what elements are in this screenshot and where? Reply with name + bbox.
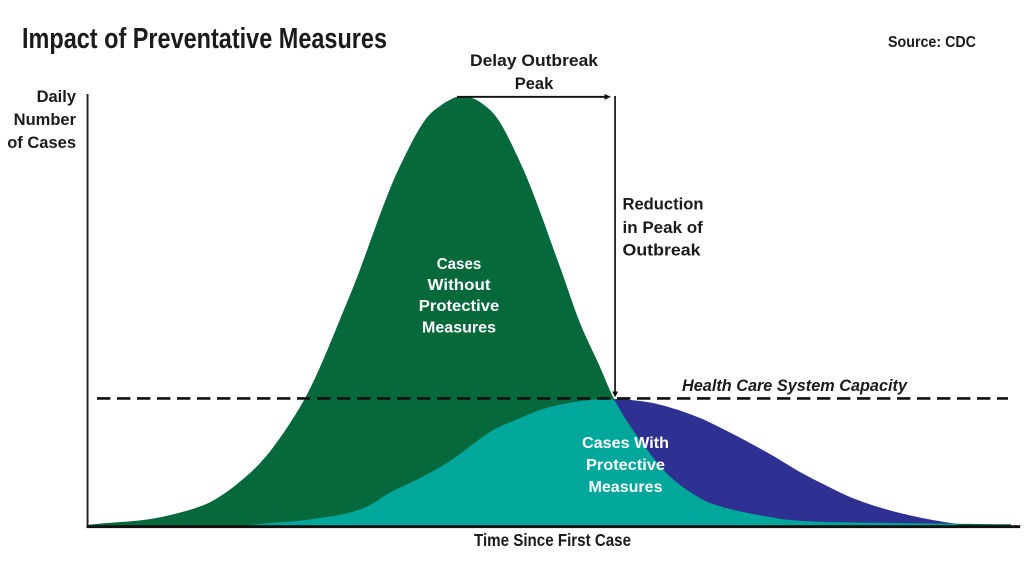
svg-text:Outbreak: Outbreak xyxy=(623,241,702,260)
svg-text:Measures: Measures xyxy=(589,479,663,496)
svg-text:Measures: Measures xyxy=(422,319,496,336)
svg-text:Number: Number xyxy=(14,111,77,129)
svg-text:Peak: Peak xyxy=(515,75,554,93)
svg-text:Protective: Protective xyxy=(419,298,500,315)
svg-text:of Cases: of Cases xyxy=(7,134,76,152)
svg-text:in Peak of: in Peak of xyxy=(623,218,704,237)
svg-text:Time Since First Case: Time Since First Case xyxy=(474,530,631,550)
svg-text:Delay Outbreak: Delay Outbreak xyxy=(470,52,599,70)
svg-text:Cases: Cases xyxy=(437,256,482,273)
svg-text:Protective: Protective xyxy=(586,457,665,474)
svg-text:Without: Without xyxy=(428,277,492,294)
svg-text:Daily: Daily xyxy=(37,88,77,106)
svg-text:Health Care System Capacity: Health Care System Capacity xyxy=(682,376,908,395)
svg-text:Impact of Preventative Measure: Impact of Preventative Measures xyxy=(22,23,387,55)
svg-text:Source: CDC: Source: CDC xyxy=(888,34,976,51)
svg-text:Reduction: Reduction xyxy=(623,195,704,214)
svg-text:Cases With: Cases With xyxy=(582,435,669,452)
